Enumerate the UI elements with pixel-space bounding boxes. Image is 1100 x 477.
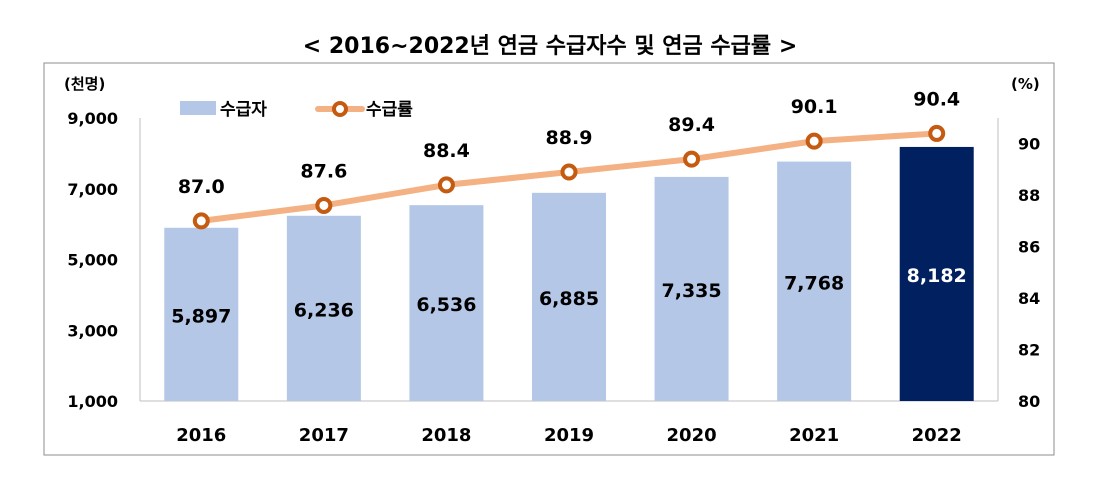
x-axis-labels: 2016 2017 2018 2019 2020 2021 2022 xyxy=(176,425,962,446)
left-tick-label: 5,000 xyxy=(67,251,118,270)
chart-title: < 2016~2022년 연금 수급자수 및 연금 수급률 > xyxy=(302,34,798,59)
x-tick-label: 2021 xyxy=(789,425,839,446)
line-point xyxy=(192,212,210,230)
line-data-label: 87.0 xyxy=(178,176,225,198)
x-tick-label: 2020 xyxy=(667,425,717,446)
bar-data-label: 6,536 xyxy=(416,294,476,316)
x-tick-label: 2016 xyxy=(176,425,226,446)
legend-bar-swatch xyxy=(180,101,216,115)
bar xyxy=(777,161,852,401)
line-point xyxy=(683,150,701,168)
right-tick-label: 84 xyxy=(1018,289,1040,308)
line-series xyxy=(192,124,946,230)
left-tick-label: 1,000 xyxy=(67,392,118,411)
bar-data-label: 8,182 xyxy=(907,265,967,287)
bar xyxy=(164,227,239,401)
left-tick-label: 9,000 xyxy=(67,109,118,128)
line-point xyxy=(437,176,455,194)
legend: 수급자 수급률 xyxy=(180,100,413,120)
left-tick-label: 7,000 xyxy=(67,180,118,199)
bar-series xyxy=(164,146,974,401)
bar-data-label: 7,768 xyxy=(784,272,844,294)
line-point xyxy=(560,163,578,181)
line-data-label: 90.4 xyxy=(913,88,960,110)
bar-data-label: 6,236 xyxy=(294,299,354,321)
line-data-label: 87.6 xyxy=(300,160,347,182)
line-point xyxy=(315,196,333,214)
right-tick-label: 88 xyxy=(1018,186,1040,205)
line-data-label: 90.1 xyxy=(791,96,838,118)
left-tick-label: 3,000 xyxy=(67,321,118,340)
legend-bar-label: 수급자 xyxy=(220,100,267,120)
bar xyxy=(286,215,361,401)
line-data-label: 88.4 xyxy=(423,140,470,162)
x-tick-label: 2022 xyxy=(912,425,962,446)
right-axis-ticks: 80 82 84 86 88 90 xyxy=(1018,135,1040,411)
bar xyxy=(532,192,606,401)
bar xyxy=(409,205,484,401)
legend-line-label: 수급률 xyxy=(366,100,413,120)
line-data-labels: 87.0 87.6 88.4 88.9 89.4 90.1 90.4 xyxy=(178,88,960,197)
bar xyxy=(654,176,729,401)
bar-data-labels: 5,897 6,236 6,536 6,885 7,335 7,768 8,182 xyxy=(171,265,967,327)
right-tick-label: 86 xyxy=(1018,238,1040,257)
x-tick-label: 2017 xyxy=(299,425,349,446)
line-data-label: 88.9 xyxy=(546,127,593,149)
line-point xyxy=(805,132,823,150)
x-tick-label: 2019 xyxy=(544,425,594,446)
legend-line-marker xyxy=(332,101,348,117)
bar-data-label: 5,897 xyxy=(171,305,231,327)
line-point xyxy=(928,124,946,142)
line-data-label: 89.4 xyxy=(668,114,715,136)
x-tick-label: 2018 xyxy=(421,425,471,446)
left-axis-unit: (천명) xyxy=(64,75,105,93)
bar xyxy=(899,146,974,401)
right-tick-label: 90 xyxy=(1018,135,1040,154)
right-tick-label: 80 xyxy=(1018,392,1040,411)
right-axis-unit: (%) xyxy=(1011,75,1040,93)
bar-data-label: 6,885 xyxy=(539,288,599,310)
plot-frame xyxy=(43,62,1055,456)
left-axis-ticks: 1,000 3,000 5,000 7,000 9,000 xyxy=(67,109,118,411)
right-tick-label: 82 xyxy=(1018,341,1040,360)
bar-data-label: 7,335 xyxy=(662,280,722,302)
